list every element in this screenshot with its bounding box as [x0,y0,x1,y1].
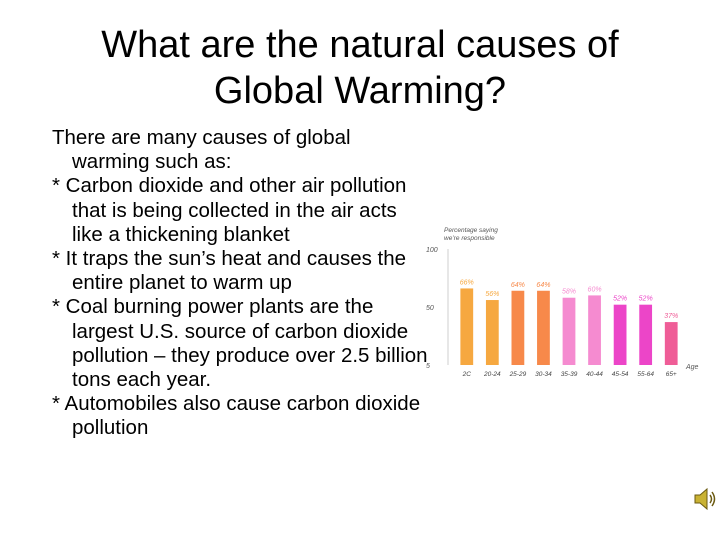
x-tick-label: 45-54 [612,371,629,378]
bar-35-39 [562,297,576,365]
bar-data-label: 56% [485,291,499,298]
x-tick-label: 20-24 [483,371,501,378]
bar-20-24 [485,300,499,365]
bar-65+ [664,322,678,365]
body-bullet-coal-plants: * Coal burning power plants are the larg… [52,295,428,392]
bar-40-44 [588,295,601,365]
title-line-1: What are the natural causes of [101,24,619,66]
y-tick-label: 50 [426,305,434,312]
bar-data-label: 64% [511,282,525,289]
age-bar-chart: Percentage saying we’re responsible 5 50 1… [426,227,699,378]
y-tick-label: 100 [426,247,438,254]
x-tick-label: 65+ [666,371,677,378]
bar-data-label: 60% [588,286,602,293]
chart-title-line-2: we’re responsible [444,235,495,242]
bar-30-34 [537,290,550,365]
body-bullet-traps-heat: * It traps the sun’s heat and causes the… [52,247,407,295]
bar-data-label: 52% [639,296,653,303]
bar-data-label: 52% [613,296,627,303]
bar-data-label: 37% [664,313,678,320]
y-tick-label: 5 [426,363,430,370]
bar-55-64 [639,304,653,365]
bar-data-label: 64% [536,282,550,289]
x-tick-label: 35-39 [561,371,578,378]
x-tick-label: 25-29 [509,371,527,378]
x-tick-label: 30-34 [535,371,552,378]
chart-title-line-1: Percentage saying [444,227,498,234]
bar-25-29 [511,290,525,365]
title-line-2: Global Warming? [213,70,507,112]
body-paragraph-intro: There are many causes of global warming … [52,126,351,174]
bar-data-label: 66% [460,279,474,286]
body-bullet-automobiles: * Automobiles also cause carbon dioxide … [52,392,421,440]
x-axis-label: Age [685,364,699,371]
body-bullet-carbon-dioxide: * Carbon dioxide and other air pollution… [52,174,407,246]
slide-body: There are many causes of global warming … [52,126,432,441]
bar-2C [460,288,474,365]
x-tick-label: 40-44 [586,371,603,378]
speaker-icon[interactable] [694,486,716,512]
x-tick-label: 55-64 [637,371,654,378]
bar-45-54 [613,304,627,365]
bar-data-label: 58% [562,289,576,296]
slide-title: What are the natural causes of Global Wa… [0,22,720,114]
x-tick-label: 2C [462,371,472,378]
